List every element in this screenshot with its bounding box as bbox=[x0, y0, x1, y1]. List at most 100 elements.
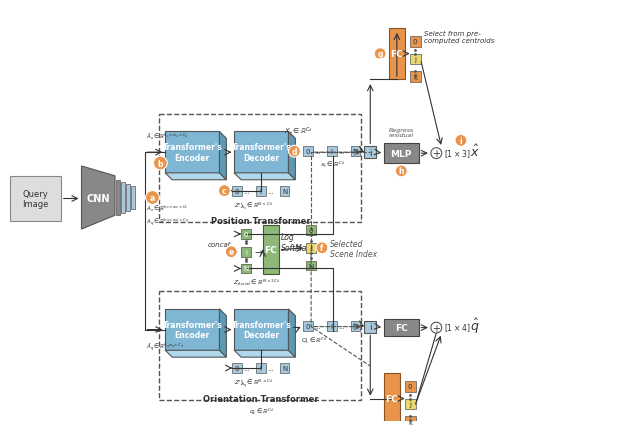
Text: ...: ... bbox=[315, 323, 321, 329]
Text: Transformer's
Encoder: Transformer's Encoder bbox=[163, 320, 222, 340]
Circle shape bbox=[225, 246, 237, 258]
Text: j: j bbox=[414, 57, 416, 63]
Text: Select from pre-
computed centroids: Select from pre- computed centroids bbox=[424, 31, 495, 44]
Text: g: g bbox=[378, 50, 383, 59]
Text: Transformer's
Decoder: Transformer's Decoder bbox=[232, 143, 291, 162]
Polygon shape bbox=[289, 309, 296, 357]
Text: $Z_{fused} \in \mathbb{R}^{N \times 2C_d}$: $Z_{fused} \in \mathbb{R}^{N \times 2C_d… bbox=[233, 278, 281, 288]
Text: 0: 0 bbox=[306, 323, 310, 329]
Circle shape bbox=[374, 49, 386, 60]
Text: N: N bbox=[308, 263, 314, 269]
Text: $q_t \in \mathbb{R}^{C_d}$: $q_t \in \mathbb{R}^{C_d}$ bbox=[249, 406, 274, 416]
Polygon shape bbox=[234, 173, 296, 180]
Circle shape bbox=[431, 148, 442, 159]
Circle shape bbox=[154, 157, 167, 170]
Text: CNN: CNN bbox=[86, 193, 110, 203]
Text: MLP: MLP bbox=[390, 149, 412, 158]
Text: Query
Image: Query Image bbox=[22, 189, 49, 209]
Polygon shape bbox=[234, 309, 289, 351]
Text: i: i bbox=[460, 136, 462, 146]
FancyBboxPatch shape bbox=[126, 184, 130, 212]
Text: FC: FC bbox=[385, 394, 398, 403]
Text: Transformer's
Encoder: Transformer's Encoder bbox=[163, 143, 222, 162]
FancyBboxPatch shape bbox=[256, 186, 266, 196]
Text: N: N bbox=[243, 266, 249, 272]
FancyBboxPatch shape bbox=[351, 321, 360, 331]
Text: 0: 0 bbox=[309, 227, 314, 233]
Text: FC: FC bbox=[264, 246, 277, 255]
Text: k: k bbox=[408, 419, 412, 425]
Circle shape bbox=[289, 146, 300, 158]
FancyBboxPatch shape bbox=[303, 147, 313, 157]
Text: Position Transformer: Position Transformer bbox=[211, 217, 310, 226]
Text: $[1\times4]$: $[1\times4]$ bbox=[444, 322, 470, 334]
FancyBboxPatch shape bbox=[121, 182, 125, 214]
Polygon shape bbox=[165, 309, 220, 351]
FancyBboxPatch shape bbox=[364, 321, 376, 333]
FancyBboxPatch shape bbox=[280, 363, 289, 373]
Text: FC: FC bbox=[390, 50, 403, 59]
Text: FC: FC bbox=[395, 323, 408, 332]
Text: b: b bbox=[157, 159, 163, 168]
Polygon shape bbox=[165, 132, 220, 173]
Text: h: h bbox=[399, 167, 404, 176]
FancyBboxPatch shape bbox=[232, 363, 242, 373]
Text: $\hat{x}$: $\hat{x}$ bbox=[470, 144, 479, 160]
Text: N: N bbox=[353, 323, 358, 329]
Text: ...: ... bbox=[268, 188, 274, 194]
FancyBboxPatch shape bbox=[327, 147, 337, 157]
FancyBboxPatch shape bbox=[351, 147, 360, 157]
Text: a: a bbox=[150, 193, 155, 202]
FancyBboxPatch shape bbox=[131, 186, 134, 210]
Polygon shape bbox=[289, 132, 296, 180]
Text: Regress
residual: Regress residual bbox=[388, 127, 414, 138]
FancyBboxPatch shape bbox=[410, 37, 420, 48]
FancyBboxPatch shape bbox=[384, 373, 400, 424]
FancyBboxPatch shape bbox=[263, 226, 278, 275]
Text: $Z'^{t}_{A_x} \in \mathbb{R}^{N \times C_d}$: $Z'^{t}_{A_x} \in \mathbb{R}^{N \times C… bbox=[234, 200, 274, 211]
Text: ...: ... bbox=[339, 323, 345, 329]
Text: d: d bbox=[292, 147, 297, 156]
Text: 0: 0 bbox=[413, 39, 417, 45]
Polygon shape bbox=[234, 132, 289, 173]
FancyBboxPatch shape bbox=[280, 186, 289, 196]
Text: i: i bbox=[245, 249, 247, 255]
Polygon shape bbox=[81, 167, 115, 230]
Text: i: i bbox=[310, 245, 312, 251]
Text: 0: 0 bbox=[235, 365, 239, 371]
Text: $\hat{A}_q \in \mathbb{R}^{h_q w_q \times C_d}$: $\hat{A}_q \in \mathbb{R}^{h_q w_q \time… bbox=[145, 341, 184, 352]
FancyBboxPatch shape bbox=[256, 363, 266, 373]
Polygon shape bbox=[234, 351, 296, 357]
Text: c: c bbox=[222, 187, 227, 196]
Text: $\hat{q}$: $\hat{q}$ bbox=[470, 317, 479, 335]
Text: +: + bbox=[432, 323, 440, 333]
FancyBboxPatch shape bbox=[241, 247, 251, 257]
FancyBboxPatch shape bbox=[306, 243, 316, 253]
Text: $A_x \in \mathbb{R}^{h_x \times w_x \times C_x}$: $A_x \in \mathbb{R}^{h_x \times w_x \tim… bbox=[145, 203, 188, 213]
Text: i: i bbox=[331, 149, 333, 155]
Text: N: N bbox=[282, 365, 287, 371]
FancyBboxPatch shape bbox=[404, 399, 415, 409]
Text: e: e bbox=[228, 248, 234, 256]
FancyBboxPatch shape bbox=[241, 230, 251, 239]
FancyBboxPatch shape bbox=[404, 416, 415, 426]
FancyBboxPatch shape bbox=[364, 147, 376, 159]
Text: Orientation Transformer: Orientation Transformer bbox=[203, 394, 318, 403]
Text: j: j bbox=[409, 401, 411, 407]
Text: i: i bbox=[260, 365, 262, 371]
Text: +: + bbox=[432, 149, 440, 159]
Text: $Q_t \in \mathbb{R}^{C_d}$: $Q_t \in \mathbb{R}^{C_d}$ bbox=[301, 334, 328, 344]
Text: i: i bbox=[260, 188, 262, 194]
Text: $x_t \in \mathbb{R}^{C_d}$: $x_t \in \mathbb{R}^{C_d}$ bbox=[320, 160, 346, 170]
FancyBboxPatch shape bbox=[410, 55, 420, 65]
Text: 0: 0 bbox=[235, 188, 239, 194]
Text: Log
SoftMax: Log SoftMax bbox=[280, 233, 312, 252]
Text: i: i bbox=[331, 323, 333, 329]
FancyBboxPatch shape bbox=[384, 319, 419, 337]
Polygon shape bbox=[165, 173, 227, 180]
Text: 0: 0 bbox=[244, 231, 248, 237]
Circle shape bbox=[316, 242, 328, 254]
Text: concat: concat bbox=[208, 241, 231, 247]
Text: $\hat{A}_x \in \mathbb{R}^{h_x \times w_x \times C_d}$: $\hat{A}_x \in \mathbb{R}^{h_x \times w_… bbox=[145, 132, 188, 142]
FancyBboxPatch shape bbox=[389, 29, 404, 80]
